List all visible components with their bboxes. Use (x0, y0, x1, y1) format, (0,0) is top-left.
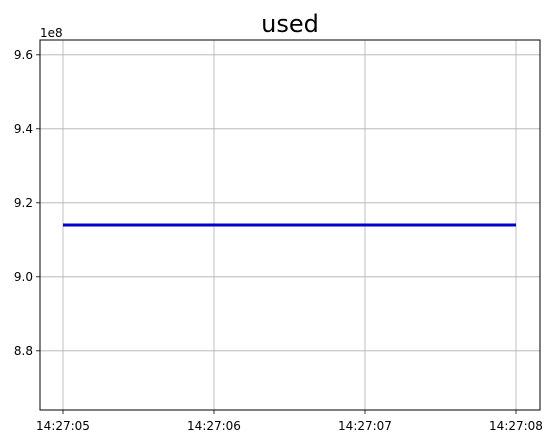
x-tick-label: 14:27:07 (338, 419, 392, 433)
y-axis-offset-label: 1e8 (40, 26, 63, 40)
y-tick-label: 9.2 (14, 196, 33, 210)
y-tick-label: 8.8 (14, 344, 33, 358)
plot-frame (39, 39, 541, 411)
chart-title: used (261, 10, 319, 38)
y-tick-label: 9.0 (14, 270, 33, 284)
grid-layer (40, 40, 540, 410)
y-tick-label: 9.4 (14, 122, 33, 136)
x-tick-label: 14:27:06 (187, 419, 241, 433)
tick-layer: 14:27:05 14:27:06 14:27:07 14:27:08 8.8 9.0 9.… (14, 48, 543, 433)
x-tick-label: 14:27:08 (489, 419, 543, 433)
x-tick-label: 14:27:05 (36, 419, 90, 433)
y-tick-label: 9.6 (14, 48, 33, 62)
